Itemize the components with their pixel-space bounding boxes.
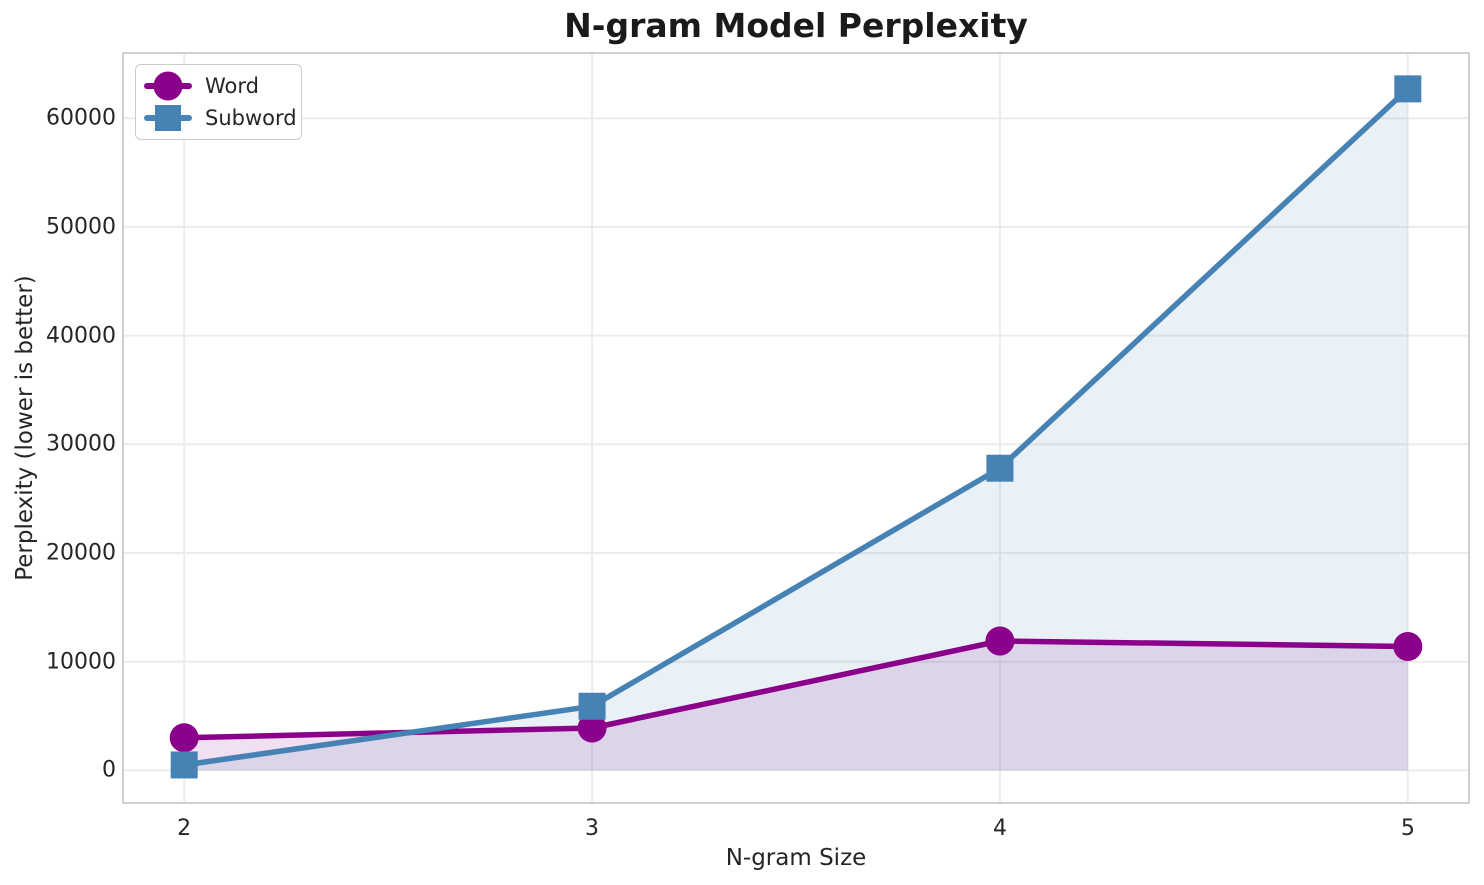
legend: Word Subword	[135, 64, 302, 140]
subword-data-point	[578, 692, 606, 720]
y-tick-label: 40000	[46, 323, 116, 349]
chart-title: N-gram Model Perplexity	[564, 6, 1028, 45]
y-tick-label: 60000	[46, 105, 116, 131]
legend-label-subword: Subword	[205, 105, 297, 130]
word-data-point	[1393, 631, 1423, 661]
y-tick-label: 30000	[46, 431, 116, 457]
x-tick-label: 4	[992, 816, 1007, 841]
y-axis-label: Perplexity (lower is better)	[12, 275, 38, 581]
subword-series-marker-icon	[144, 103, 192, 132]
subword-data-point	[986, 454, 1014, 482]
x-tick-label: 3	[585, 816, 600, 841]
y-tick-label: 0	[102, 757, 116, 783]
subword-data-point	[170, 751, 198, 779]
subword-data-point	[1394, 75, 1422, 103]
legend-label-word: Word	[205, 73, 259, 98]
word-data-point	[169, 723, 199, 753]
plot-border	[122, 52, 1470, 804]
subword-area-fill	[184, 88, 1408, 771]
word-data-point	[577, 713, 607, 743]
legend-item-subword: Subword	[144, 103, 297, 132]
legend-item-word: Word	[144, 71, 291, 100]
y-tick-label: 20000	[46, 540, 116, 566]
word-area-fill	[184, 641, 1408, 771]
x-axis-label: N-gram Size	[725, 845, 867, 871]
y-tick-label: 50000	[46, 214, 116, 240]
word-series-marker-icon	[144, 71, 192, 100]
x-tick-label: 2	[177, 816, 192, 841]
subword-series-line	[181, 86, 1411, 768]
x-tick-label: 5	[1400, 816, 1415, 841]
word-data-point	[985, 626, 1015, 656]
y-tick-label: 10000	[46, 649, 116, 675]
